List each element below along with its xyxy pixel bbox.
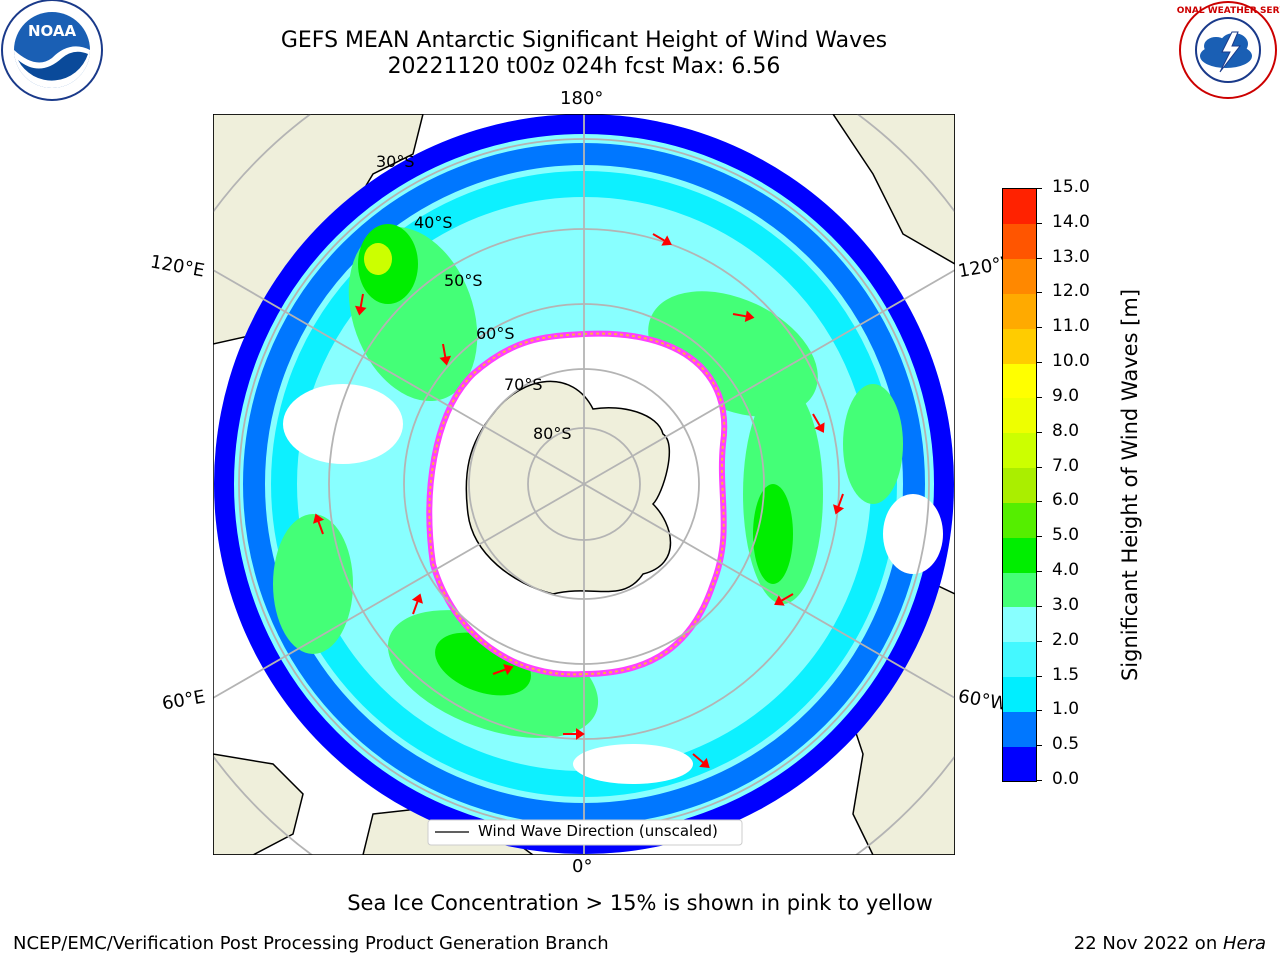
footer-date: 22 Nov 2022 on Hera (1074, 933, 1266, 954)
colorbar-tick-label: 6.0 (1052, 490, 1080, 511)
colorbar-tick-mark (1036, 675, 1042, 677)
colorbar-tick-mark (1036, 780, 1042, 781)
colorbar-tick-label: 14.0 (1052, 211, 1090, 232)
footer-machine: Hera (1222, 933, 1266, 954)
colorbar-tick-mark (1036, 188, 1042, 189)
colorbar-band (1003, 502, 1036, 538)
colorbar-tick-mark (1036, 431, 1042, 433)
colorbar-band (1003, 397, 1036, 434)
colorbar-tick-label: 0.0 (1052, 769, 1080, 789)
colorbar-band (1003, 223, 1036, 260)
colorbar-tick-label: 1.5 (1052, 664, 1080, 685)
colorbar-band (1003, 189, 1036, 225)
colorbar-tick-mark (1036, 396, 1042, 398)
colorbar-band (1003, 572, 1036, 608)
title-line-1: GEFS MEAN Antarctic Significant Height o… (280, 28, 888, 53)
colorbar-tick-mark (1036, 640, 1042, 642)
colorbar-tick-mark (1036, 466, 1042, 468)
colorbar-tick-mark (1036, 327, 1042, 329)
colorbar-tick-label: 2.0 (1052, 629, 1080, 650)
lat-label-40s: 40°S (414, 213, 453, 232)
colorbar-tick-label: 13.0 (1052, 246, 1090, 267)
colorbar-band (1003, 641, 1036, 678)
colorbar-tick-mark (1036, 501, 1042, 503)
lon-label-60e: 60°E (160, 686, 207, 715)
colorbar-tick-mark (1036, 710, 1042, 712)
nws-logo: NATIONAL WEATHER SERVICE (1176, 1, 1280, 99)
colorbar-band (1003, 258, 1036, 294)
colorbar-band (1003, 293, 1036, 329)
colorbar-tick-label: 12.0 (1052, 281, 1090, 302)
colorbar-tick-mark (1036, 745, 1042, 747)
colorbar-tick-mark (1036, 222, 1042, 224)
lon-label-180: 180° (560, 88, 604, 109)
svg-text:NOAA: NOAA (28, 22, 77, 40)
colorbar-tick-label: 0.5 (1052, 734, 1080, 755)
colorbar-band (1003, 432, 1036, 469)
lon-label-0: 0° (572, 856, 593, 877)
colorbar-band (1003, 328, 1036, 364)
colorbar-tick-label: 3.0 (1052, 594, 1080, 615)
colorbar-band (1003, 676, 1036, 712)
lat-label-70s: 70°S (504, 375, 543, 394)
noaa-logo: NOAA (1, 0, 103, 101)
colorbar-tick-mark (1036, 292, 1042, 294)
sea-ice-note: Sea Ice Concentration > 15% is shown in … (347, 891, 933, 915)
lat-label-60s: 60°S (476, 324, 515, 343)
colorbar (1002, 188, 1037, 782)
svg-text:NATIONAL WEATHER SERVICE: NATIONAL WEATHER SERVICE (1176, 6, 1280, 16)
colorbar-band (1003, 467, 1036, 503)
colorbar-label: Significant Height of Wind Waves [m] (1117, 289, 1143, 681)
wind-wave-arrows (313, 233, 845, 769)
footer-credit: NCEP/EMC/Verification Post Processing Pr… (13, 933, 609, 954)
colorbar-band (1003, 537, 1036, 573)
colorbar-tick-mark (1036, 257, 1042, 259)
colorbar-band (1003, 606, 1036, 643)
map-panel (213, 114, 955, 855)
colorbar-label-text: Significant Height of Wind Waves [m] (1118, 288, 1142, 682)
colorbar-band (1003, 746, 1036, 782)
colorbar-tick-label: 8.0 (1052, 420, 1080, 441)
map-legend (427, 819, 743, 846)
colorbar-tick-label: 4.0 (1052, 560, 1080, 581)
colorbar-tick-mark (1036, 605, 1042, 607)
colorbar-tick-mark (1036, 536, 1042, 538)
colorbar-tick-label: 15.0 (1052, 177, 1090, 197)
colorbar-band (1003, 711, 1036, 747)
lat-label-50s: 50°S (444, 271, 483, 290)
colorbar-tick-label: 1.0 (1052, 699, 1080, 720)
colorbar-tick-mark (1036, 362, 1042, 364)
lat-label-80s: 80°S (533, 424, 572, 443)
colorbar-tick-label: 10.0 (1052, 351, 1090, 372)
lon-label-120e: 120°E (148, 251, 207, 282)
colorbar-tick-label: 9.0 (1052, 385, 1080, 406)
antarctica-land (465, 380, 672, 595)
pacific-land (832, 114, 955, 265)
colorbar-band (1003, 363, 1036, 399)
colorbar-tick-mark (1036, 571, 1042, 573)
title-line-2: 20221120 t00z 024h fcst Max: 6.56 (387, 54, 781, 79)
legend-label: Wind Wave Direction (unscaled) (478, 822, 718, 840)
colorbar-tick-label: 7.0 (1052, 455, 1080, 476)
lat-label-30s: 30°S (376, 152, 415, 171)
colorbar-tick-label: 11.0 (1052, 316, 1090, 337)
colorbar-tick-label: 5.0 (1052, 525, 1080, 546)
footer-date-text: 22 Nov 2022 on (1073, 933, 1223, 954)
